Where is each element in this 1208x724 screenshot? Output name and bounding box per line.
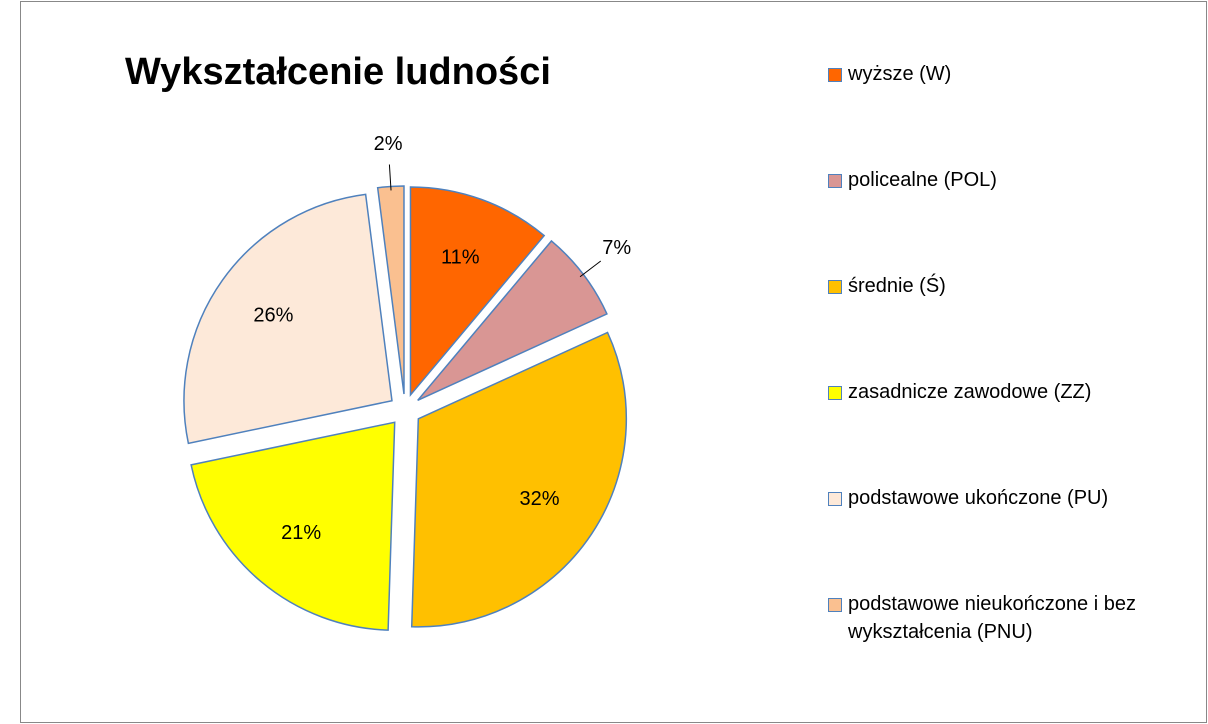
pie-slice — [183, 193, 393, 445]
legend-item: policealne (POL) — [828, 166, 1158, 194]
legend-swatch — [828, 386, 842, 400]
legend-item: podstawowe nieukończone i bez wykształce… — [828, 590, 1158, 646]
legend-swatch — [828, 280, 842, 294]
legend-swatch — [828, 598, 842, 612]
legend-item: zasadnicze zawodowe (ZZ) — [828, 378, 1158, 406]
pie-slice — [410, 331, 628, 628]
legend-label: podstawowe ukończone (PU) — [848, 487, 1109, 509]
pie-slice — [409, 186, 546, 398]
legend-item: podstawowe ukończone (PU) — [828, 484, 1158, 512]
legend-label: podstawowe nieukończone i bez wykształce… — [848, 593, 1136, 643]
data-label: 32% — [520, 488, 560, 510]
data-label: 11% — [441, 246, 480, 268]
legend-swatch — [828, 174, 842, 188]
legend-label: policealne (POL) — [848, 169, 997, 191]
leader-line — [388, 164, 392, 191]
legend-label: wyższe (W) — [848, 63, 952, 85]
legend-item: średnie (Ś) — [828, 272, 1158, 300]
data-label: 7% — [602, 237, 631, 259]
pie-slice — [190, 421, 396, 631]
legend-label: średnie (Ś) — [848, 275, 946, 297]
chart-title: Wykształcenie ludności — [125, 51, 551, 93]
data-label: 21% — [281, 522, 321, 544]
data-label: 2% — [374, 133, 403, 155]
leader-line — [579, 260, 602, 278]
legend-swatch — [828, 492, 842, 506]
legend-item: wyższe (W) — [828, 60, 1158, 88]
legend-swatch — [828, 68, 842, 82]
legend-label: zasadnicze zawodowe (ZZ) — [848, 381, 1092, 403]
data-label: 26% — [253, 305, 293, 327]
